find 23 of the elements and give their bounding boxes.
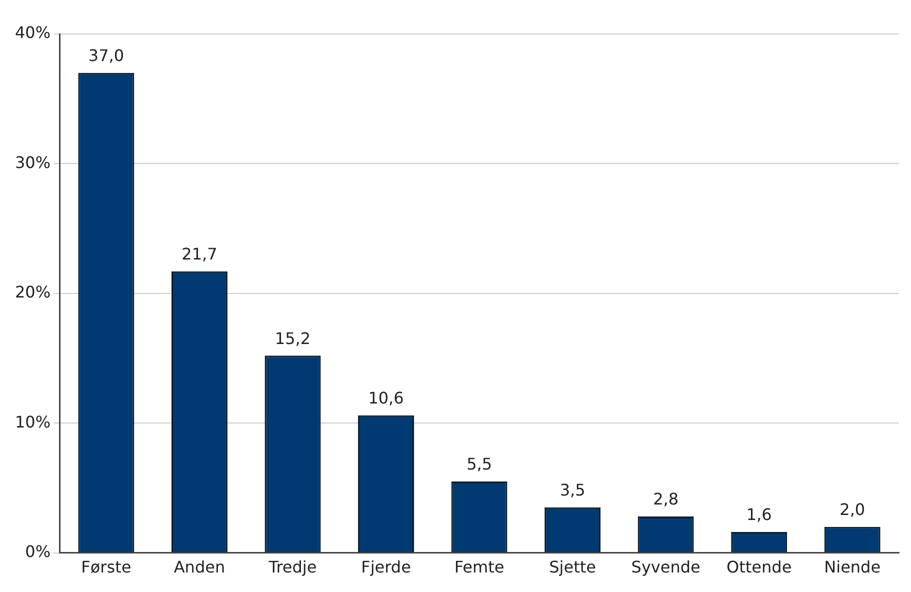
data-label: 2,8 — [653, 490, 679, 509]
data-label: 3,5 — [560, 480, 586, 500]
data-label: 21,7 — [182, 244, 218, 264]
y-tick-label: 40% — [15, 23, 51, 42]
y-tick-label: 30% — [15, 152, 51, 172]
y-tick-label: 0% — [25, 542, 51, 561]
x-tick-label: Fjerde — [361, 558, 411, 577]
x-tick-label: Femte — [454, 558, 504, 577]
x-tick-label: Sjette — [549, 558, 596, 577]
data-label: 15,2 — [274, 328, 311, 348]
data-label: 1,6 — [746, 505, 772, 524]
x-tick-label: Tredje — [268, 558, 317, 577]
x-tick-label: Anden — [174, 558, 226, 577]
x-tick-label: Syvende — [631, 558, 700, 577]
x-tick-label: Ottende — [726, 558, 792, 577]
y-tick-label: 20% — [15, 282, 51, 302]
x-tick-label: Første — [81, 558, 132, 577]
data-label: 5,5 — [466, 454, 492, 474]
data-label: 37,0 — [88, 46, 124, 66]
data-label: 10,6 — [368, 388, 404, 408]
y-tick-label: 10% — [15, 412, 51, 432]
x-tick-label: Niende — [824, 558, 881, 577]
data-label: 2,0 — [840, 500, 866, 520]
